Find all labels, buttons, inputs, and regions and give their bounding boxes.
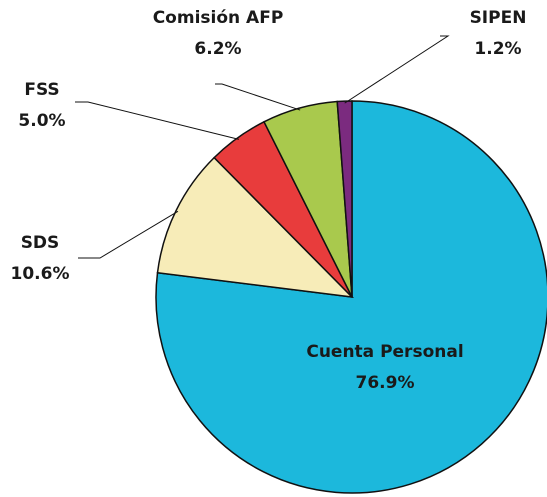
- leader-line: [344, 35, 450, 104]
- slice-value-label: 76.9%: [356, 373, 415, 393]
- slice-label: Comisión AFP: [153, 8, 284, 28]
- leader-line: [78, 210, 179, 259]
- slice-label: FSS: [24, 80, 59, 100]
- pie-slice: [336, 100, 353, 298]
- leader-line: [75, 101, 239, 140]
- slice-label: Cuenta Personal: [306, 342, 463, 362]
- slice-value-label: 1.2%: [474, 39, 521, 59]
- slice-label: SDS: [21, 233, 60, 253]
- pie-slice: [156, 156, 355, 299]
- slice-value-label: 10.6%: [11, 264, 70, 284]
- leader-line: [215, 83, 301, 111]
- slice-label: SIPEN: [470, 8, 527, 28]
- slice-value-label: 6.2%: [194, 39, 241, 59]
- slice-value-label: 5.0%: [18, 111, 65, 131]
